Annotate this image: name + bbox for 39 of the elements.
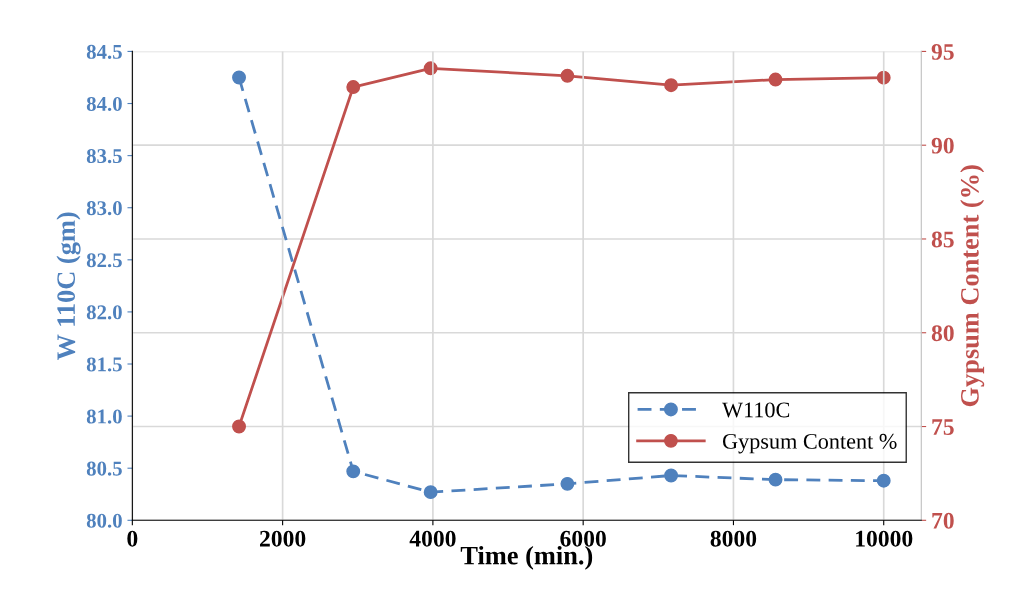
point bbox=[560, 476, 575, 491]
y2-tick-label: 70 bbox=[932, 512, 954, 529]
y-tick-label: 84.5 bbox=[86, 44, 122, 59]
point bbox=[876, 473, 891, 488]
point bbox=[768, 472, 783, 487]
y2-axis-title: Gypsum Content (%) bbox=[960, 165, 985, 407]
point bbox=[423, 485, 438, 500]
y2-tick-label: 75 bbox=[932, 419, 954, 435]
point bbox=[768, 72, 783, 87]
y-tick-label: 81.0 bbox=[86, 409, 122, 424]
point bbox=[232, 70, 246, 85]
y2-tick-label: 90 bbox=[931, 137, 954, 154]
x-tick-label: 10000 bbox=[856, 530, 913, 547]
x-tick-label: 4000 bbox=[409, 530, 456, 547]
y-tick-label: 84.0 bbox=[86, 96, 122, 112]
y-tick-label: 83.0 bbox=[86, 201, 122, 216]
y-tick-label: 82.0 bbox=[86, 305, 122, 320]
x-tick-label: 8000 bbox=[710, 530, 757, 547]
legend-label: W110C bbox=[722, 402, 790, 418]
y2-tick-label: 95 bbox=[931, 43, 954, 60]
point bbox=[664, 78, 679, 93]
x-axis-title: Time (min.) bbox=[460, 545, 593, 570]
x-tick-label: 2000 bbox=[260, 530, 306, 547]
y-axis-title: W 110C (gm) bbox=[56, 212, 81, 361]
y-tick-label: 82.5 bbox=[86, 253, 122, 268]
y-tick-label: 81.5 bbox=[86, 357, 122, 372]
point bbox=[346, 464, 361, 479]
y-tick-label: 80.0 bbox=[86, 513, 122, 528]
x-tick-label: 0 bbox=[127, 530, 138, 547]
x-tick-label: 6000 bbox=[560, 530, 606, 547]
y2-tick-label: 85 bbox=[931, 231, 954, 248]
y2-tick-label: 80 bbox=[931, 325, 954, 342]
y-tick-label: 80.5 bbox=[86, 461, 122, 476]
y-tick-label: 83.5 bbox=[86, 148, 122, 164]
legend-label: Gypsum Content % bbox=[722, 433, 897, 454]
point bbox=[346, 80, 361, 95]
point bbox=[664, 468, 679, 483]
point bbox=[232, 419, 246, 434]
point bbox=[560, 68, 575, 83]
